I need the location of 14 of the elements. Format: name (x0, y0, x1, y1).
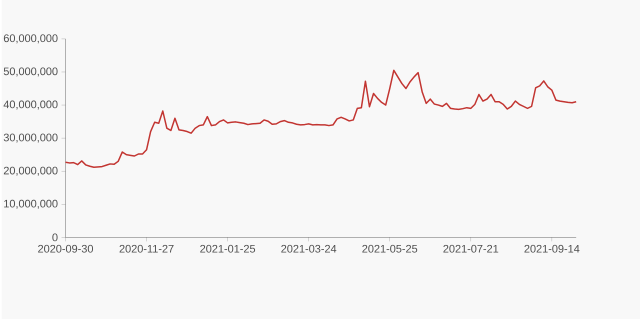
y-tick-label: 0 (52, 233, 58, 242)
x-tick-label: 2021-07-21 (443, 244, 498, 253)
y-tick-label: 50,000,000 (4, 67, 58, 76)
y-tick-label: 30,000,000 (4, 134, 58, 143)
y-tick-label: 60,000,000 (4, 34, 58, 44)
y-tick-label: 10,000,000 (4, 200, 58, 209)
x-tick-label: 2021-05-25 (362, 244, 418, 253)
x-tick-label: 2020-09-30 (38, 244, 94, 253)
x-tick-label: 2021-01-25 (200, 244, 256, 253)
x-tick-label: 2021-03-24 (281, 244, 336, 253)
y-tick-label: 20,000,000 (4, 166, 58, 176)
x-tick-label: 2020-11-27 (120, 244, 174, 253)
y-tick-label: 40,000,000 (4, 100, 58, 110)
x-tick-label: 2021-09-14 (524, 244, 580, 253)
